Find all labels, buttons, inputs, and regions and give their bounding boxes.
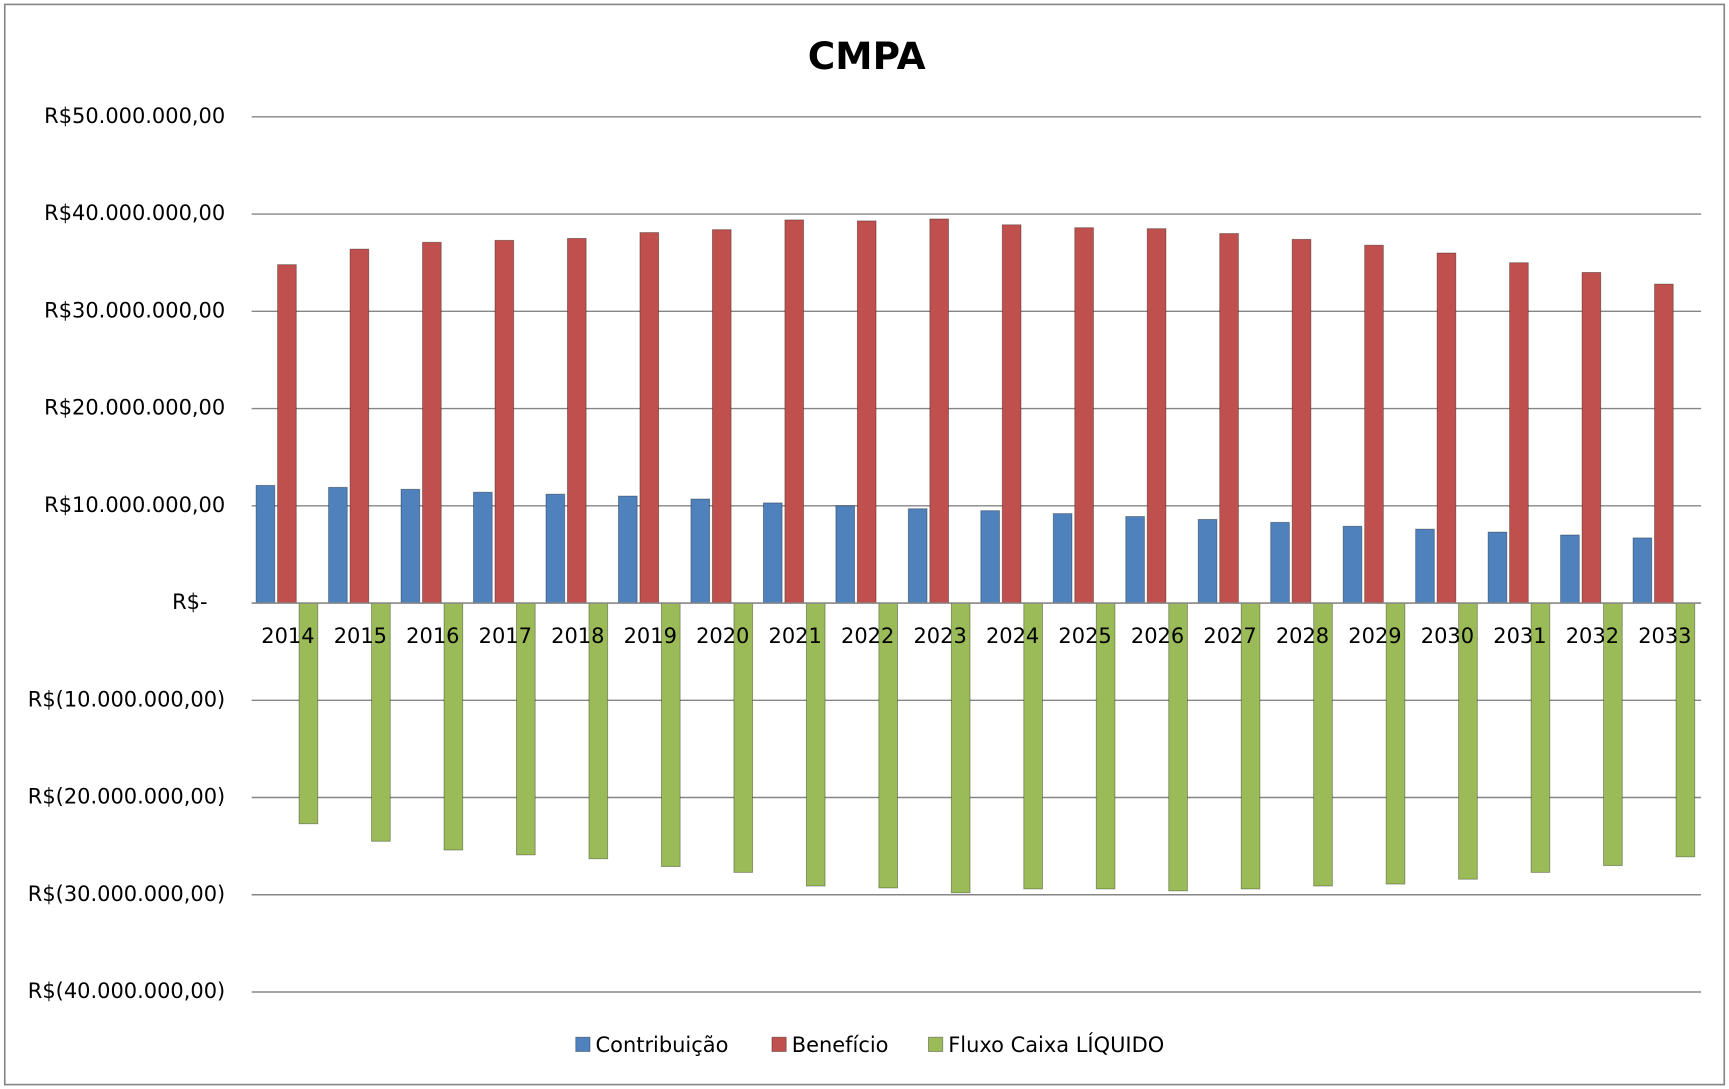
bar <box>1219 233 1239 604</box>
bar <box>1052 513 1073 604</box>
bar <box>1415 528 1435 604</box>
bar <box>349 248 370 604</box>
y-tick-label: R$(40.000.000,00) <box>28 979 225 1003</box>
x-tick-label: 2020 <box>696 624 749 648</box>
x-tick-label: 2022 <box>841 624 894 648</box>
legend-swatch <box>771 1036 787 1052</box>
legend-swatch <box>575 1036 591 1052</box>
bar <box>1581 271 1602 604</box>
x-tick-label: 2024 <box>986 624 1039 648</box>
y-tick-label: R$50.000.000,00 <box>44 104 225 128</box>
x-tick-label: 2021 <box>769 624 822 648</box>
bar <box>494 239 515 604</box>
bar <box>1291 238 1312 604</box>
x-tick-label: 2016 <box>406 624 459 648</box>
bar <box>473 491 493 604</box>
bar <box>1342 525 1363 604</box>
x-tick-label: 2015 <box>334 624 387 648</box>
x-tick-label: 2018 <box>551 624 604 648</box>
legend-label: Contribuição <box>596 1033 729 1057</box>
y-tick-label: R$40.000.000,00 <box>44 201 225 225</box>
bar <box>1146 228 1167 604</box>
bar <box>1270 521 1290 604</box>
y-tick-label: R$(10.000.000,00) <box>28 687 225 711</box>
bar <box>690 498 711 604</box>
bar <box>328 486 348 604</box>
x-tick-label: 2023 <box>913 624 966 648</box>
bar <box>1074 227 1094 604</box>
y-tick-label: R$- <box>172 590 207 614</box>
x-tick-label: 2025 <box>1058 624 1111 648</box>
bar <box>1436 252 1457 604</box>
bar <box>835 505 856 604</box>
bar <box>1560 534 1580 604</box>
bar <box>784 219 805 604</box>
bar <box>255 484 276 604</box>
bar <box>1364 244 1384 604</box>
bar <box>980 510 1000 604</box>
x-tick-label: 2026 <box>1131 624 1184 648</box>
bar <box>277 264 297 604</box>
y-tick-label: R$(30.000.000,00) <box>28 882 225 906</box>
bar <box>1487 531 1508 604</box>
bar <box>1001 224 1022 604</box>
bar <box>856 220 877 604</box>
x-tick-label: 2033 <box>1638 624 1691 648</box>
legend-label: Fluxo Caixa LÍQUIDO <box>948 1032 1164 1057</box>
x-tick-label: 2014 <box>261 624 314 648</box>
legend-swatch <box>927 1036 944 1052</box>
y-tick-label: R$(20.000.000,00) <box>28 785 225 809</box>
bar <box>400 488 421 604</box>
bar <box>762 502 783 604</box>
y-tick-label: R$10.000.000,00 <box>44 493 225 517</box>
bar <box>1654 283 1674 604</box>
bar <box>639 232 660 604</box>
bar <box>1125 516 1145 604</box>
legend-label: Benefício <box>792 1033 889 1057</box>
x-tick-label: 2028 <box>1276 624 1329 648</box>
bar <box>711 229 732 604</box>
bar <box>567 237 587 604</box>
y-tick-label: R$30.000.000,00 <box>44 298 225 322</box>
x-tick-label: 2017 <box>479 624 532 648</box>
x-tick-label: 2027 <box>1203 624 1256 648</box>
x-tick-label: 2030 <box>1421 624 1474 648</box>
x-tick-label: 2031 <box>1493 624 1546 648</box>
bar <box>1509 262 1529 604</box>
bar <box>545 493 566 604</box>
x-tick-label: 2019 <box>624 624 677 648</box>
bar <box>1197 518 1218 604</box>
bar <box>929 218 949 604</box>
bar <box>422 241 442 604</box>
bar <box>617 495 638 604</box>
y-tick-label: R$20.000.000,00 <box>44 396 225 420</box>
x-tick-label: 2029 <box>1348 624 1401 648</box>
bar <box>907 508 928 604</box>
x-tick-label: 2032 <box>1566 624 1619 648</box>
bar <box>1632 537 1653 604</box>
chart-title: CMPA <box>808 34 926 78</box>
